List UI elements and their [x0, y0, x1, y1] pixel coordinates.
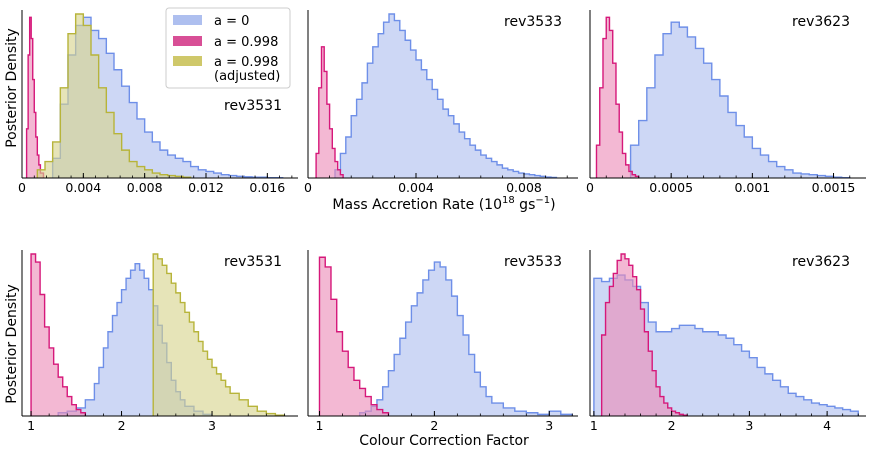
hist-outline-a-0-998 — [600, 253, 688, 416]
x-tick-label: 0 — [586, 180, 594, 195]
panels-layer: 0 0.004 0.008 0.012 0.016 rev3531 0 0.004 0.008 r… — [18, 10, 866, 433]
x-tick-label: 0.0005 — [649, 180, 693, 195]
x-tick-label: 1 — [316, 418, 324, 433]
hist-outline-a-0-998 — [25, 16, 45, 178]
hist-outline-a-0 — [334, 13, 558, 179]
x-tick-label: 2 — [118, 418, 126, 433]
x-tick-label: 0 — [304, 180, 312, 195]
x-tick-label: 0.004 — [398, 180, 434, 195]
hist-outline-a-0-998 — [318, 256, 390, 416]
hist-fill-a-0-998-adjusted- — [153, 254, 285, 416]
legend: a = 0 a = 0.998 a = 0.998 (adjusted) — [165, 7, 291, 89]
hist-outline-a-0 — [359, 261, 573, 416]
panel-rev3623-row2: 1 2 3 4 rev3623 — [589, 250, 866, 433]
xlabel-row2: Colour Correction Factor — [359, 433, 529, 449]
panel-rev3531-row1: 0 0.004 0.008 0.012 0.016 rev3531 — [18, 10, 298, 195]
hist-outline-a-0 — [629, 21, 851, 179]
legend-swatch-a998 — [173, 36, 202, 46]
x-tick-label: 1 — [590, 418, 598, 433]
legend-label-a0: a = 0 — [214, 14, 249, 29]
x-tick-label: 0.004 — [65, 180, 101, 195]
x-tick-label: 0.012 — [188, 180, 224, 195]
hist-fill-a-0-998 — [596, 17, 639, 179]
hist-fill-a-0-998 — [26, 17, 44, 179]
xlabel-row1-close: ) — [550, 197, 555, 213]
xlabel-row1-sup: 18 — [502, 195, 515, 206]
ylabel-row1: Posterior Density — [4, 28, 20, 148]
legend-label-adjusted: a = 0.998 — [214, 55, 278, 70]
x-tick-label: 0.0015 — [812, 180, 856, 195]
hist-fill-a-0 — [593, 275, 859, 416]
x-tick-label: 1 — [27, 418, 35, 433]
hist-fill-a-0 — [335, 14, 557, 178]
x-tick-label: 0.001 — [734, 180, 770, 195]
x-tick-label: 3 — [745, 418, 753, 433]
hist-fill-a-0-998 — [601, 254, 688, 416]
x-tick-label: 2 — [668, 418, 676, 433]
hist-outline-a-0-998 — [30, 253, 87, 416]
hist-outline-a-0 — [51, 16, 284, 179]
x-tick-label: 0.008 — [506, 180, 542, 195]
xlabel-row1-main: Mass Accretion Rate (10 — [332, 197, 502, 213]
hist-fill-a-0-998 — [31, 254, 86, 416]
x-tick-label: 4 — [823, 418, 831, 433]
xlabel-row1: Mass Accretion Rate (1018 gs−1) — [332, 195, 555, 213]
x-tick-label: 0.008 — [127, 180, 163, 195]
x-tick-label: 0 — [18, 180, 26, 195]
panel-rev3533-row2: 1 2 3 rev3533 — [307, 250, 578, 433]
hist-fill-a-0-998 — [319, 257, 389, 416]
panel-rev3533-row1: 0 0.004 0.008 rev3533 — [304, 10, 578, 195]
hist-fill-a-0 — [630, 22, 850, 179]
panel-title: rev3531 — [224, 254, 282, 270]
x-tick-label: 2 — [430, 418, 438, 433]
x-tick-label: 0.016 — [249, 180, 285, 195]
hist-outline-a-0-998 — [315, 46, 344, 178]
hist-outline-a-0-998-adjusted- — [152, 253, 286, 416]
legend-frame — [165, 7, 291, 89]
hist-fill-a-0 — [58, 263, 213, 416]
xlabel-row1-unit: gs — [515, 197, 536, 213]
legend-label-a998: a = 0.998 — [214, 35, 278, 50]
legend-label-adjusted-2: (adjusted) — [214, 69, 280, 84]
hist-outline-a-0-998 — [595, 16, 640, 178]
x-tick-label: 3 — [208, 418, 216, 433]
xlabel-row1-sup2: −1 — [535, 195, 550, 206]
panel-title: rev3623 — [792, 254, 850, 270]
panel-title: rev3533 — [504, 14, 562, 30]
panel-title: rev3531 — [224, 98, 282, 114]
panel-title: rev3623 — [792, 14, 850, 30]
hist-outline-a-0-998-adjusted- — [36, 13, 192, 178]
x-tick-label: 3 — [545, 418, 553, 433]
hist-fill-a-0-998-adjusted- — [37, 14, 191, 178]
hist-fill-a-0 — [359, 262, 573, 416]
panel-title: rev3533 — [504, 254, 562, 270]
panel-rev3531-row2: 1 2 3 rev3531 — [21, 250, 298, 433]
legend-swatch-a0 — [173, 15, 202, 25]
legend-swatch-adjusted — [173, 56, 202, 66]
panel-rev3623-row1: 0 0.0005 0.001 0.0015 rev3623 — [586, 10, 866, 195]
ylabel-row2: Posterior Density — [4, 284, 20, 404]
